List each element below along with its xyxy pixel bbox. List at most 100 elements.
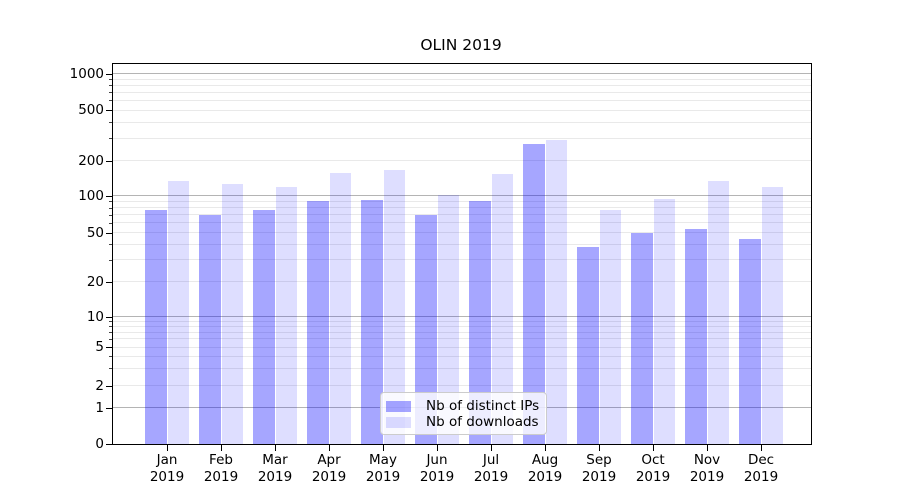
y-tick-5 <box>106 347 112 348</box>
x-tick-jun <box>436 445 438 451</box>
x-tick-label-month: Sep <box>586 452 612 468</box>
y-tick-50 <box>106 232 112 234</box>
y-tick-label-10: 10 <box>86 308 104 325</box>
bar-nb-of-distinct-ips-aug <box>522 143 545 444</box>
y-gridline-400 <box>113 121 811 123</box>
y-tick-1 <box>106 407 112 409</box>
x-tick-label-jul: Jul 2019 <box>464 452 518 486</box>
y-minor-tick-800 <box>109 85 112 87</box>
x-tick-label-mar: Mar 2019 <box>248 452 302 486</box>
bar-nb-of-downloads-jul <box>491 174 513 444</box>
legend-item: Nb of downloads <box>386 414 540 430</box>
x-tick-label-feb: Feb 2019 <box>194 452 248 486</box>
bar-nb-of-downloads-jun <box>437 194 459 444</box>
x-tick-label-month: Oct <box>641 452 665 468</box>
y-gridline-6 <box>113 338 811 340</box>
bar-nb-of-downloads-nov <box>707 180 729 444</box>
y-minor-tick-400 <box>109 122 112 124</box>
grid-layer <box>113 64 811 444</box>
bars-layer <box>113 64 811 444</box>
x-tick-label-may: May 2019 <box>356 452 410 486</box>
y-minor-tick-600 <box>109 100 112 102</box>
y-minor-tick-30 <box>109 259 112 261</box>
y-gridline-1000 <box>113 73 811 74</box>
y-gridline-900 <box>113 78 811 80</box>
bar-nb-of-distinct-ips-may <box>360 199 383 444</box>
x-tick-jul <box>490 445 492 451</box>
bar-nb-of-downloads-jan <box>167 180 189 444</box>
y-gridline-300 <box>113 137 811 139</box>
y-gridline-100 <box>113 195 811 197</box>
x-tick-label-month: Jun <box>426 452 448 468</box>
x-tick-sep <box>598 445 600 451</box>
bar-nb-of-downloads-aug <box>545 140 567 444</box>
y-minor-tick-90 <box>109 201 112 203</box>
x-tick-label-month: Jan <box>156 452 178 468</box>
x-tick-mar <box>274 445 276 451</box>
bar-nb-of-distinct-ips-jan <box>144 209 167 444</box>
x-tick-label-year: 2019 <box>203 469 239 485</box>
legend-label-distinct-ips: Nb of distinct IPs <box>426 398 540 414</box>
x-tick-label-month: Feb <box>209 452 233 468</box>
y-tick-label-2: 2 <box>95 377 104 394</box>
x-tick-label-year: 2019 <box>365 469 401 485</box>
bar-nb-of-distinct-ips-dec <box>738 239 761 444</box>
x-tick-label-month: Dec <box>747 452 775 468</box>
y-tick-100 <box>106 195 112 197</box>
y-gridline-50 <box>113 232 811 233</box>
legend-item: Nb of distinct IPs <box>386 398 540 414</box>
y-tick-label-1000: 1000 <box>69 65 104 82</box>
legend-swatch-downloads <box>386 416 411 428</box>
y-tick-0 <box>106 443 112 445</box>
x-tick-label-aug: Aug 2019 <box>518 452 572 486</box>
x-tick-label-dec: Dec 2019 <box>734 452 788 486</box>
bar-nb-of-distinct-ips-nov <box>684 229 707 444</box>
x-tick-label-year: 2019 <box>257 469 293 485</box>
bar-nb-of-distinct-ips-jun <box>414 214 437 444</box>
y-tick-label-100: 100 <box>78 187 104 204</box>
y-gridline-80 <box>113 207 811 209</box>
bar-nb-of-downloads-dec <box>761 186 783 444</box>
y-minor-tick-40 <box>109 244 112 246</box>
y-minor-tick-8 <box>109 326 112 328</box>
bar-nb-of-downloads-oct <box>653 199 675 444</box>
x-tick-label-apr: Apr 2019 <box>302 452 356 486</box>
plot-area <box>112 63 812 445</box>
x-tick-label-year: 2019 <box>635 469 671 485</box>
x-tick-label-month: Apr <box>317 452 341 468</box>
y-tick-1000 <box>106 73 112 75</box>
x-tick-label-jun: Jun 2019 <box>410 452 464 486</box>
y-tick-label-500: 500 <box>78 102 104 118</box>
x-tick-label-month: Mar <box>262 452 288 468</box>
x-tick-label-oct: Oct 2019 <box>626 452 680 486</box>
bar-nb-of-downloads-feb <box>221 184 243 444</box>
y-minor-tick-9 <box>109 321 112 323</box>
y-gridline-10 <box>113 316 811 317</box>
y-gridline-70 <box>113 214 811 216</box>
y-tick-label-20: 20 <box>86 273 104 290</box>
x-tick-label-year: 2019 <box>473 469 509 485</box>
x-tick-label-year: 2019 <box>419 469 455 485</box>
bar-nb-of-distinct-ips-apr <box>306 201 329 444</box>
y-gridline-600 <box>113 99 811 101</box>
y-gridline-9 <box>113 320 811 322</box>
y-gridline-60 <box>113 222 811 224</box>
y-tick-2 <box>106 385 112 387</box>
x-tick-may <box>382 445 384 451</box>
y-tick-label-200: 200 <box>78 152 104 169</box>
y-minor-tick-70 <box>109 214 112 216</box>
y-gridline-90 <box>113 200 811 202</box>
x-tick-aug <box>544 445 546 451</box>
x-tick-label-year: 2019 <box>311 469 347 485</box>
x-tick-label-nov: Nov 2019 <box>680 452 734 486</box>
bar-nb-of-distinct-ips-mar <box>252 210 275 444</box>
y-minor-tick-6 <box>109 338 112 340</box>
x-tick-nov <box>706 445 708 451</box>
y-tick-label-5: 5 <box>95 339 104 355</box>
y-minor-tick-60 <box>109 222 112 224</box>
y-tick-500 <box>106 110 112 111</box>
y-gridline-5 <box>113 346 811 348</box>
x-tick-dec <box>760 445 762 451</box>
x-tick-label-year: 2019 <box>689 469 725 485</box>
